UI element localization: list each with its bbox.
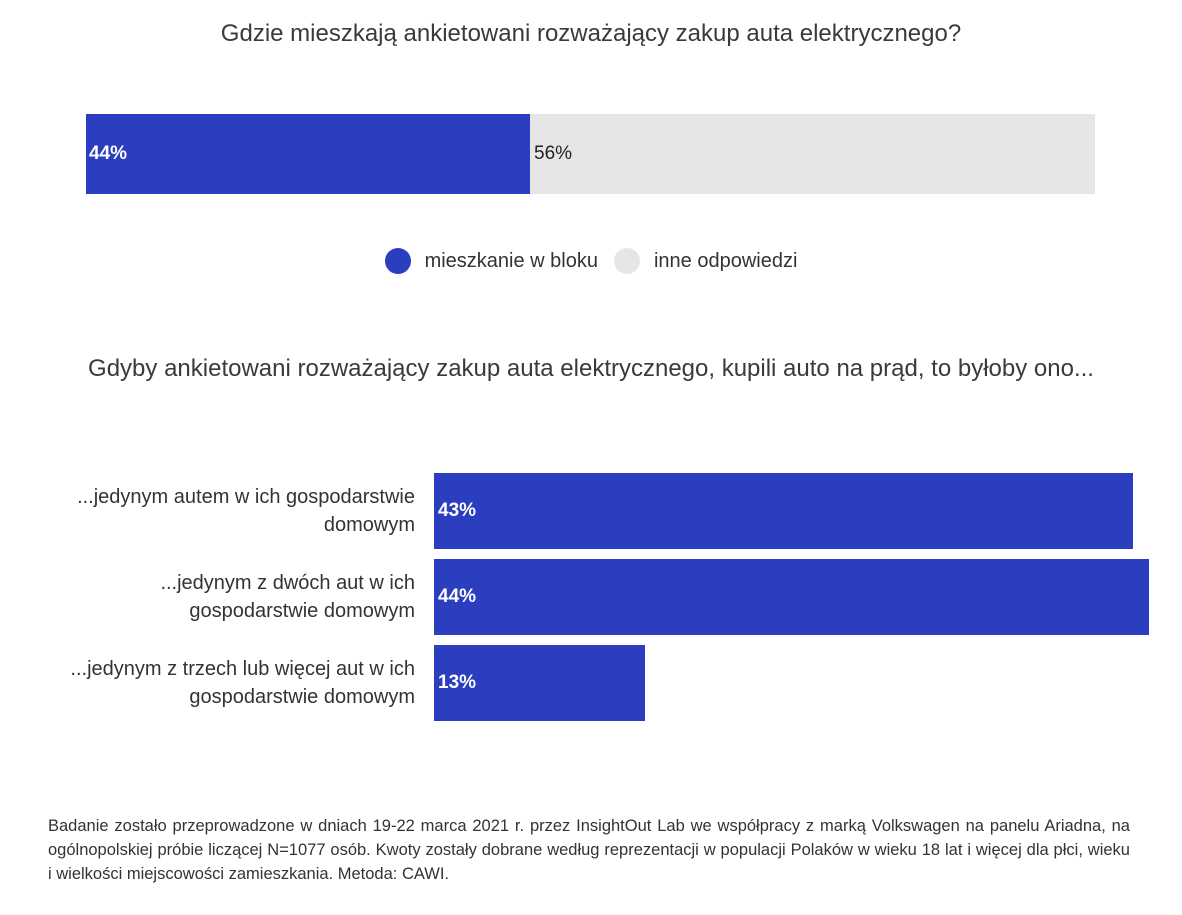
bar-segment-apartment-block: 44% — [86, 114, 530, 194]
category-label-line: gospodarstwie domowym — [189, 600, 415, 622]
legend-label-apartment-block: mieszkanie w bloku — [424, 249, 598, 272]
bar-value-label: 44% — [438, 586, 477, 607]
footnote: Badanie zostało przeprowadzone w dniach … — [48, 817, 1130, 883]
stacked-bar-residence: 44% 56% — [86, 114, 1095, 194]
bar — [434, 559, 1149, 635]
bar — [434, 473, 1133, 549]
chart-title-household-cars: Gdyby ankietowani rozważający zakup auta… — [88, 355, 1094, 382]
category-label-line: gospodarstwie domowym — [189, 686, 415, 708]
category-label: ...jedynym z dwóch aut w ich gospodarstwi… — [15, 569, 415, 625]
bar-chart-household-cars: ...jedynym autem w ich gospodarstwie domo… — [0, 440, 1182, 740]
category-label-line: domowym — [323, 514, 415, 536]
category-label-line: ...jedynym z dwóch aut w ich — [160, 572, 415, 594]
legend: mieszkanie w bloku inne odpowiedzi — [0, 248, 1182, 274]
bar-label-apartment-block: 44% — [89, 143, 128, 164]
bar-label-other-answers: 56% — [534, 143, 573, 164]
chart-title-residence: Gdzie mieszkają ankietowani rozważający … — [220, 20, 962, 47]
category-label-line: ...jedynym autem w ich gospodarstwie — [77, 486, 415, 508]
legend-item-other-answers: inne odpowiedzi — [613, 248, 798, 274]
legend-dot-apartment-block — [384, 248, 411, 274]
legend-item-apartment-block: mieszkanie w bloku — [384, 248, 598, 274]
legend-dot-other-answers — [613, 248, 640, 274]
category-label: ...jedynym autem w ich gospodarstwie domo… — [15, 483, 415, 539]
category-label-line: ...jedynym z trzech lub więcej aut w ich — [70, 658, 415, 680]
bar-value-label: 13% — [438, 672, 477, 693]
bar-value-label: 43% — [438, 500, 477, 521]
legend-label-other-answers: inne odpowiedzi — [653, 249, 798, 272]
bar-segment-other-answers: 56% — [530, 114, 1095, 194]
bar — [434, 645, 645, 721]
category-label: ...jedynym z trzech lub więcej aut w ich… — [15, 655, 415, 711]
